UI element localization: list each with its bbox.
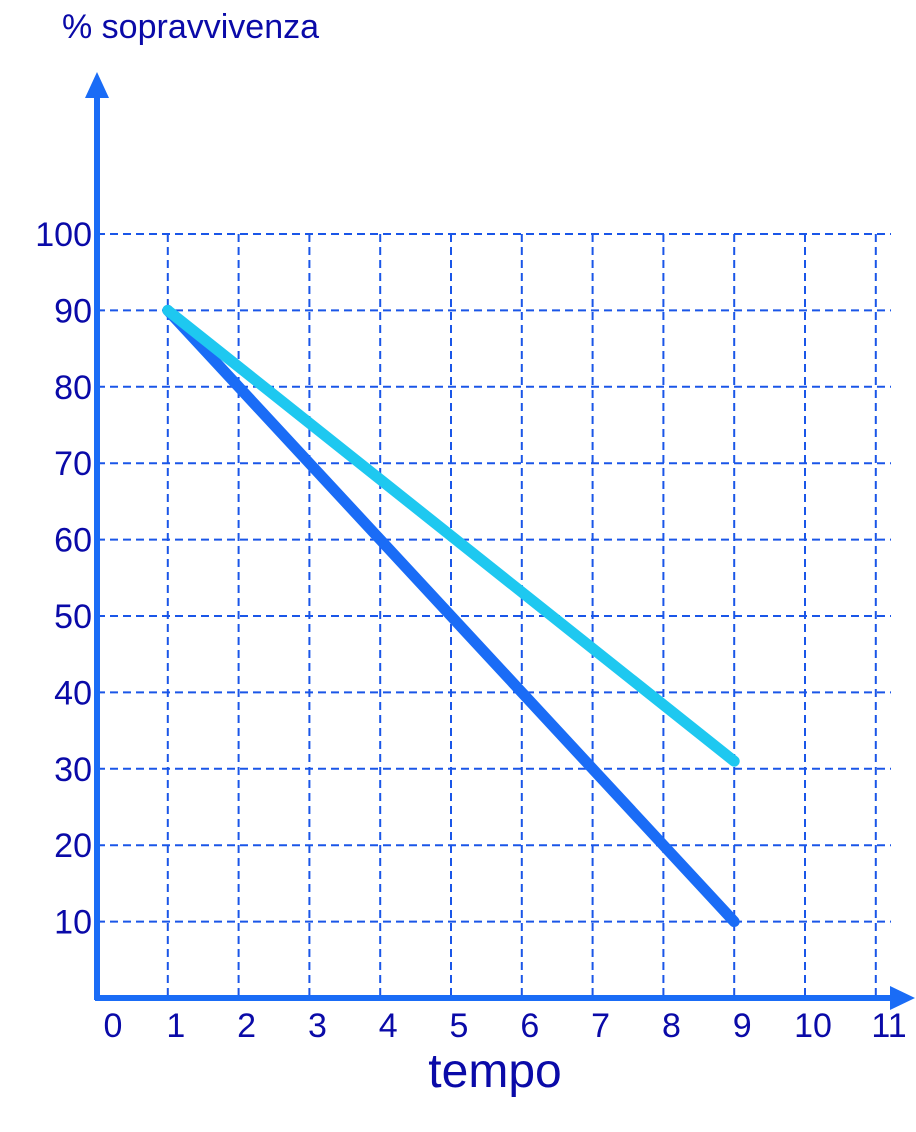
y-tick-labels: 10 20 30 40 50 60 70 80 90 100 (35, 216, 92, 942)
y-tick-label: 50 (54, 598, 92, 636)
axes (85, 72, 915, 1010)
x-tick-label: 4 (379, 1007, 398, 1045)
y-axis-label: % sopravvivenza (62, 8, 320, 46)
y-tick-label: 60 (54, 522, 92, 560)
y-tick-label: 20 (54, 827, 92, 865)
x-tick-label: 0 (104, 1007, 123, 1045)
y-tick-label: 30 (54, 751, 92, 789)
x-tick-label: 1 (166, 1007, 185, 1045)
x-tick-label: 10 (794, 1007, 832, 1045)
x-axis-label: tempo (428, 1045, 562, 1098)
x-tick-labels: 0 1 2 3 4 5 6 7 8 9 10 11 (104, 1007, 907, 1045)
y-tick-label: 10 (54, 904, 92, 942)
x-tick-label: 11 (871, 1007, 906, 1045)
series-line-2 (162, 304, 740, 767)
y-tick-label: 70 (54, 445, 92, 483)
x-tick-label: 3 (308, 1007, 327, 1045)
y-axis-arrow (85, 72, 109, 98)
x-tick-label: 6 (520, 1007, 539, 1045)
series-line-1 (162, 304, 740, 928)
y-tick-label: 90 (54, 292, 92, 330)
x-tick-label: 7 (591, 1007, 610, 1045)
x-tick-label: 9 (733, 1007, 752, 1045)
y-tick-label: 100 (35, 216, 92, 254)
y-tick-label: 80 (54, 369, 92, 407)
x-tick-label: 5 (450, 1007, 469, 1045)
series-group (162, 304, 740, 928)
y-tick-label: 40 (54, 674, 92, 712)
x-axis-arrow (890, 986, 915, 1010)
x-tick-label: 2 (237, 1007, 256, 1045)
x-tick-label: 8 (662, 1007, 681, 1045)
